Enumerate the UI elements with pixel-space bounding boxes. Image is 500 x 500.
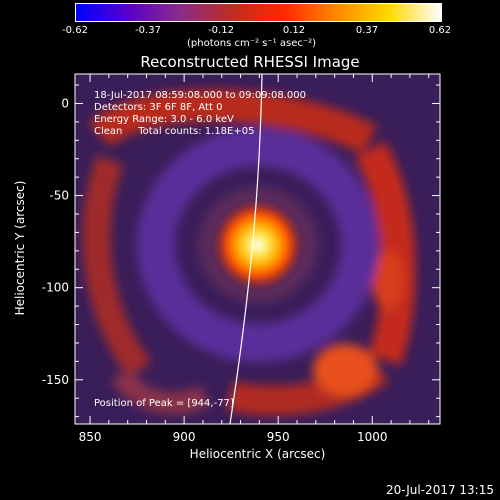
annotation-clean: Clean Total counts: 1.18E+05: [94, 126, 255, 137]
y-axis-label: Heliocentric Y (arcsec): [13, 180, 27, 316]
y-tick-label: 0: [61, 96, 69, 110]
chart-title: Reconstructed RHESSI Image: [140, 53, 360, 71]
colorbar-tick-label: 0.37: [355, 25, 379, 36]
annotation-energy: Energy Range: 3.0 - 6.0 keV: [94, 114, 234, 125]
annotation-time: 18-Jul-2017 08:59:08.000 to 09:09:08.000: [94, 90, 306, 101]
annotation-detectors: Detectors: 3F 6F 8F, Att 0: [94, 102, 223, 113]
solar-limb-line: [229, 74, 263, 424]
colorbar-tick-label: -0.37: [135, 25, 161, 36]
colorbar: [75, 3, 442, 22]
dark-ring: [137, 128, 379, 362]
hot-spot-right: [372, 250, 404, 310]
colorbar-tick-label: -0.12: [208, 25, 234, 36]
peak-source: [214, 201, 302, 289]
x-tick-label: 900: [173, 430, 196, 444]
annotation-peak-position: Position of Peak = [944,-77]: [94, 398, 234, 409]
outer-ring-bottomleft: [110, 368, 211, 415]
footer-timestamp: 20-Jul-2017 13:15: [385, 483, 494, 497]
colorbar-gradient: [76, 4, 441, 21]
outer-ring-top: [88, 89, 378, 155]
colorbar-tick-label: 0.62: [428, 25, 452, 36]
hot-spot-lower-right: [313, 344, 377, 396]
heatmap-image: [75, 74, 440, 424]
x-tick-label: 1000: [357, 430, 388, 444]
colorbar-tick-label: 0.12: [282, 25, 306, 36]
x-tick-label: 950: [267, 430, 290, 444]
x-tick-label: 850: [79, 430, 102, 444]
outer-ring-left: [82, 155, 152, 379]
colorbar-tick-label: -0.62: [62, 25, 88, 36]
colorbar-svg: [76, 4, 441, 21]
outer-ring-right: [355, 141, 416, 366]
plot-frame: [74, 73, 441, 425]
y-tick-label: -100: [42, 281, 69, 295]
y-tick-label: -50: [49, 189, 69, 203]
colorbar-unit-label: (photons cm⁻² s⁻¹ asec⁻²): [187, 38, 317, 49]
x-axis-label: Heliocentric X (arcsec): [189, 447, 326, 461]
y-tick-label: -150: [42, 373, 69, 387]
